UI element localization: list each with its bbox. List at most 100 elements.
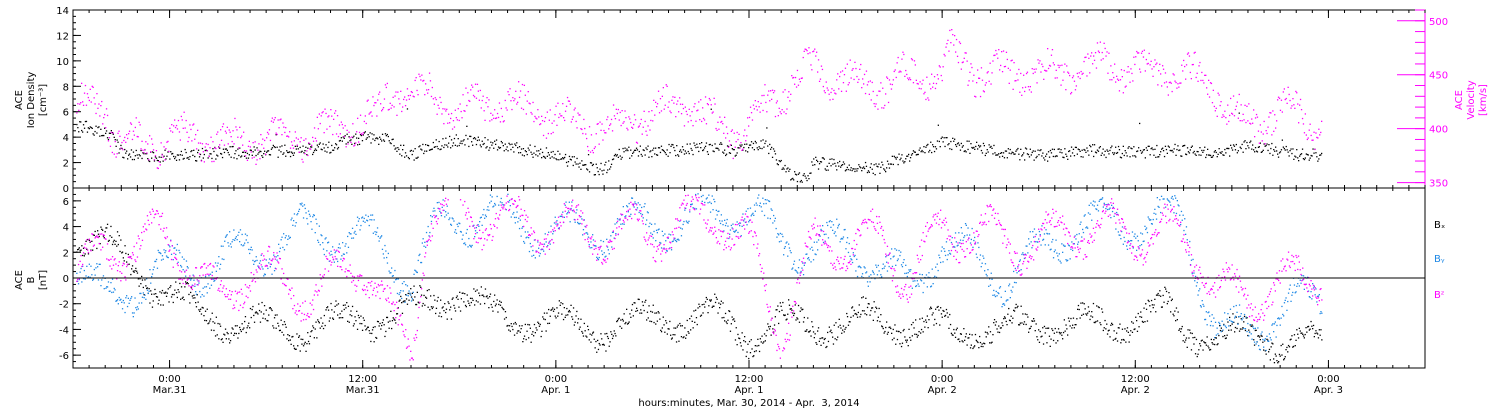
- density-point: [518, 146, 521, 148]
- velocity-point: [975, 96, 977, 98]
- density-point: [1063, 156, 1065, 159]
- density-point: [567, 161, 570, 163]
- b-field-point: [626, 205, 628, 207]
- density-point: [871, 168, 873, 170]
- b-field-point: [579, 222, 581, 225]
- density-point: [583, 164, 585, 166]
- b-field-point: [126, 295, 128, 297]
- velocity-point: [1146, 63, 1148, 65]
- b-field-point: [862, 296, 864, 298]
- b-field-point: [487, 206, 489, 208]
- velocity-point: [485, 102, 487, 104]
- density-point: [743, 146, 745, 149]
- velocity-point: [156, 167, 158, 169]
- density-point: [959, 149, 962, 151]
- density-point: [811, 161, 813, 163]
- b-field-point: [458, 222, 460, 224]
- b-field-point: [209, 318, 212, 320]
- b-field-point: [1028, 331, 1030, 333]
- b-field-point: [545, 330, 547, 332]
- b-field-point: [391, 267, 393, 269]
- b-field-point: [1121, 328, 1124, 330]
- velocity-point: [129, 122, 132, 124]
- density-point: [476, 139, 479, 142]
- b-field-point: [176, 243, 178, 246]
- b-field-point: [169, 286, 171, 289]
- b-field-point: [205, 320, 208, 322]
- velocity-point: [219, 144, 221, 146]
- density-point: [1211, 156, 1214, 158]
- velocity-point: [857, 81, 859, 83]
- velocity-point: [337, 135, 340, 138]
- b-field-point: [471, 244, 473, 247]
- density-point: [183, 157, 185, 160]
- b-field-point: [942, 309, 944, 312]
- velocity-point: [840, 90, 843, 92]
- b-field-point: [492, 310, 494, 312]
- b-field-point: [790, 308, 792, 310]
- b-field-point: [156, 296, 159, 298]
- b-field-point: [1106, 333, 1109, 335]
- density-point: [767, 145, 769, 147]
- density-point: [700, 147, 702, 149]
- velocity-point: [1300, 109, 1303, 111]
- velocity-point: [1136, 50, 1138, 53]
- b-field-point: [472, 299, 474, 301]
- density-point: [640, 153, 642, 156]
- velocity-point: [735, 141, 737, 143]
- b-field-point: [994, 324, 997, 326]
- velocity-point: [339, 133, 341, 135]
- density-point: [439, 148, 441, 151]
- velocity-point: [1312, 139, 1314, 141]
- b-field-point: [804, 330, 806, 332]
- density-point: [186, 157, 188, 159]
- b-field-point: [107, 281, 110, 283]
- velocity-point: [614, 118, 617, 120]
- density-point: [306, 154, 308, 156]
- b-field-point: [148, 288, 150, 290]
- velocity-point: [151, 138, 153, 140]
- density-point: [317, 146, 319, 148]
- b-field-point: [220, 339, 222, 341]
- b-field-point: [219, 268, 221, 270]
- velocity-point: [371, 115, 373, 117]
- b-field-point: [410, 288, 412, 290]
- density-point: [1001, 155, 1004, 157]
- b-field-point: [710, 299, 712, 301]
- b-field-point: [978, 347, 980, 349]
- density-point: [1018, 153, 1020, 155]
- density-point: [691, 149, 693, 151]
- density-point: [227, 151, 229, 154]
- b-field-point: [520, 235, 522, 237]
- velocity-point: [1186, 53, 1189, 55]
- velocity-point: [110, 131, 112, 134]
- b-field-point: [717, 210, 719, 213]
- density-point: [181, 154, 183, 156]
- density-point: [228, 154, 230, 156]
- density-point: [449, 135, 451, 138]
- velocity-point: [1053, 64, 1055, 66]
- b-field-point: [547, 244, 549, 247]
- b-field-point: [780, 305, 782, 307]
- b-field-point: [179, 252, 181, 254]
- b-field-point: [447, 212, 449, 214]
- velocity-point: [117, 132, 119, 134]
- b-field-point: [1140, 311, 1142, 313]
- b-field-point: [239, 241, 241, 243]
- b-field-point: [484, 217, 486, 219]
- velocity-point: [533, 120, 535, 123]
- density-point: [950, 140, 952, 143]
- density-point: [661, 149, 663, 151]
- velocity-point: [1308, 129, 1310, 131]
- b-field-point: [644, 301, 646, 303]
- b-field-point: [871, 307, 873, 309]
- velocity-point: [440, 101, 442, 104]
- velocity-point: [390, 107, 392, 109]
- b-field-point: [1031, 320, 1033, 322]
- density-point: [795, 174, 798, 176]
- velocity-point: [781, 109, 783, 111]
- velocity-point: [1281, 111, 1283, 113]
- b-field-point: [93, 234, 95, 236]
- b-field-point: [1101, 311, 1104, 313]
- density-point: [410, 149, 412, 152]
